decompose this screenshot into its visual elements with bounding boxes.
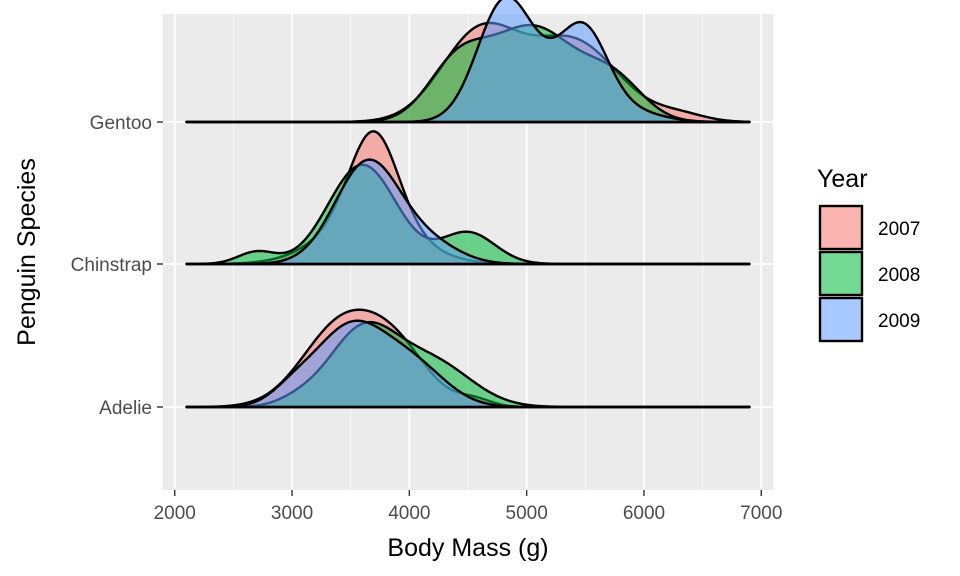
legend-label-2007: 2007 xyxy=(878,219,920,240)
y-axis: Adelie Chinstrap Gentoo xyxy=(71,113,163,419)
legend-key-2007 xyxy=(818,204,864,251)
x-tick-label-2000: 2000 xyxy=(154,503,196,524)
x-axis: 2000 3000 4000 5000 6000 7000 xyxy=(154,490,782,524)
x-tick-label-5000: 5000 xyxy=(506,503,548,524)
y-axis-title: Penguin Species xyxy=(13,158,41,346)
density-ridges xyxy=(185,0,751,409)
x-tick-label-6000: 6000 xyxy=(623,503,665,524)
legend-label-2009: 2009 xyxy=(878,311,920,332)
legend-label-2008: 2008 xyxy=(878,265,920,286)
y-tick-label-gentoo: Gentoo xyxy=(90,113,152,134)
legend-title: Year xyxy=(817,165,868,193)
legend-key-2008 xyxy=(818,250,864,297)
legend: Year 2007 2008 2009 xyxy=(817,165,920,343)
x-tick-label-7000: 7000 xyxy=(740,503,782,524)
x-tick-label-4000: 4000 xyxy=(388,503,430,524)
density-ridge-chinstrap-2009 xyxy=(185,158,751,266)
x-axis-title: Body Mass (g) xyxy=(387,534,548,562)
x-tick-label-3000: 3000 xyxy=(271,503,313,524)
y-tick-label-chinstrap: Chinstrap xyxy=(71,255,152,276)
legend-key-2009 xyxy=(818,296,864,343)
y-tick-label-adelie: Adelie xyxy=(99,398,152,419)
density-ridge-gentoo-2009 xyxy=(185,0,751,124)
density-ridge-adelie-2009 xyxy=(185,319,751,409)
